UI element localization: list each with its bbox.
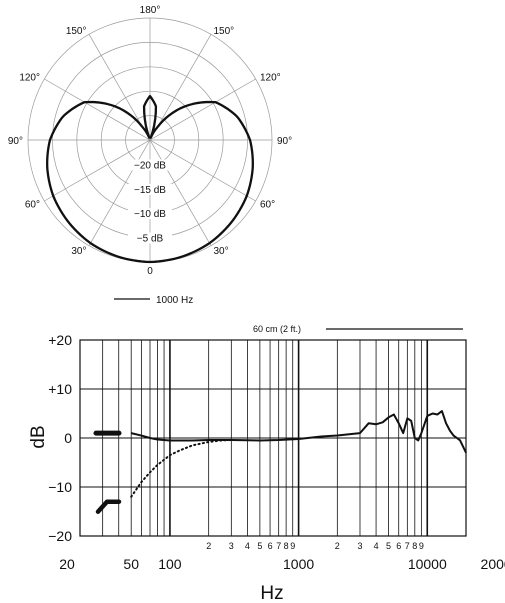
angle-label: 60° (260, 200, 275, 211)
low-cut-response-curve (130, 438, 233, 498)
polar-pattern-curve (46, 94, 254, 264)
x-tick-label: 20000 (481, 556, 505, 572)
x-minor-tick-label: 7 (405, 541, 410, 551)
freq-grid (79, 339, 467, 537)
ring-label: −5 dB (137, 234, 164, 245)
angle-label: 30° (214, 246, 229, 257)
x-minor-tick-label: 2 (206, 541, 211, 551)
ring-label: −20 dB (134, 160, 166, 171)
angle-label: 90° (8, 136, 23, 147)
angle-label: 180° (140, 5, 161, 16)
polar-ring-labels: −20 dB −15 dB −10 dB −5 dB (128, 159, 172, 245)
x-minor-tick-label: 8 (412, 541, 417, 551)
x-minor-tick-label: 6 (396, 541, 401, 551)
x-minor-tick-label: 9 (419, 541, 424, 551)
x-minor-tick-label: 4 (245, 541, 250, 551)
y-tick-label: 0 (64, 430, 72, 446)
polar-chart: 180°150° 150°120° 120°90° 90°60° 60°30° 30°0 … (8, 5, 292, 306)
ring-label-bg (128, 232, 172, 244)
x-tick-label: 100 (158, 556, 182, 572)
x-minor-tick-label: 5 (386, 541, 391, 551)
y-axis-label: dB (28, 425, 49, 448)
polar-spoke (88, 34, 212, 246)
angle-label: 150° (66, 26, 87, 37)
polar-legend: 1000 Hz (114, 295, 193, 306)
ring-label: −10 dB (134, 209, 166, 220)
polar-angle-labels: 180° 150° 150° 120° 120° 90° 90° 60° 60° 30° 30° 0 (8, 5, 292, 277)
y-tick-label: +10 (48, 381, 72, 397)
angle-label: 60° (25, 200, 40, 211)
x-minor-tick-label: 3 (357, 541, 362, 551)
ring-label-bg (128, 208, 172, 220)
x-minor-tick-label: 2 (335, 541, 340, 551)
ring-label-bg (128, 183, 172, 195)
y-tick-label: −20 (48, 528, 72, 544)
angle-label: 120° (19, 73, 40, 84)
angle-label: 150° (214, 26, 235, 37)
response-curve (130, 410, 467, 454)
angle-label: 120° (260, 73, 281, 84)
x-minor-tick-label: 7 (276, 541, 281, 551)
x-minor-tick-label: 3 (229, 541, 234, 551)
frequency-response-chart: 60 cm (2 ft.) +20 +10 0 −10 −20 20 50 100 1000 1… (28, 324, 505, 603)
distance-annotation: 60 cm (2 ft.) (253, 324, 301, 334)
angle-label: 30° (71, 246, 86, 257)
ring-label: −15 dB (134, 185, 166, 196)
ring-label-bg (128, 159, 172, 171)
x-tick-label: 10000 (408, 556, 447, 572)
angle-label: 90° (277, 136, 292, 147)
polar-grid (27, 17, 273, 263)
x-axis-label: Hz (260, 583, 283, 603)
x-tick-label: 50 (123, 556, 139, 572)
freq-y-tick-labels: +20 +10 0 −10 −20 (48, 332, 72, 544)
x-minor-tick-label: 6 (268, 541, 273, 551)
x-tick-label: 1000 (283, 556, 314, 572)
switch-marks (93, 430, 122, 514)
angle-label: 0 (147, 266, 153, 277)
x-tick-label: 20 (59, 556, 75, 572)
freq-x-tick-labels: 20 50 100 1000 10000 20000 (59, 556, 505, 572)
y-tick-label: +20 (48, 332, 72, 348)
y-tick-label: −10 (48, 479, 72, 495)
x-minor-tick-label: 9 (290, 541, 295, 551)
rolloff-switch-mark (95, 499, 122, 514)
x-minor-tick-label: 8 (284, 541, 289, 551)
x-minor-tick-label: 5 (257, 541, 262, 551)
x-minor-tick-label: 4 (374, 541, 379, 551)
legend-label-1000hz: 1000 Hz (156, 295, 193, 306)
